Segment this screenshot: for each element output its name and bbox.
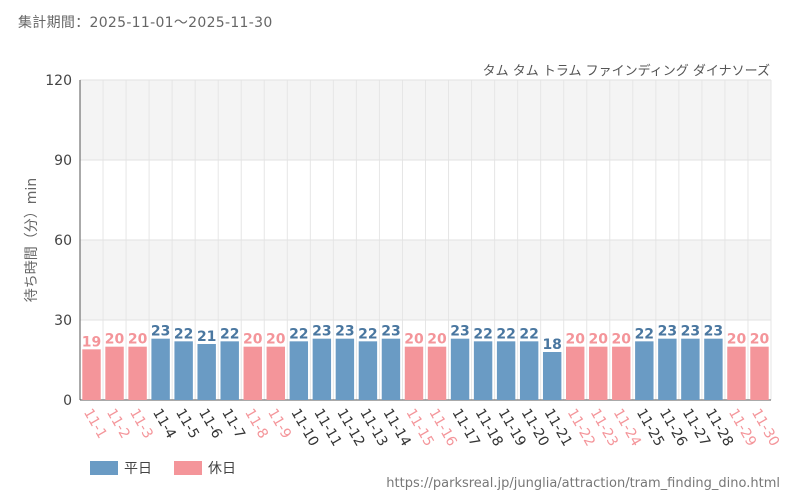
bar: [681, 338, 700, 400]
data-label: 20: [243, 332, 263, 348]
x-tick-label: 11-3: [126, 406, 156, 442]
data-label: 20: [128, 332, 148, 348]
bar: [243, 346, 262, 400]
bar: [727, 346, 746, 400]
data-label: 20: [727, 332, 747, 348]
bar: [82, 349, 101, 400]
bar: [312, 338, 332, 400]
bar: [542, 352, 562, 400]
bar: [450, 338, 470, 400]
bar: [381, 338, 401, 400]
bar: [496, 341, 516, 400]
data-label: 23: [450, 324, 469, 340]
data-label: 22: [496, 326, 515, 342]
bar: [151, 338, 170, 400]
x-tick-label: 11-6: [195, 406, 225, 442]
legend-item-weekday: 平日: [90, 458, 152, 478]
x-tick-label: 11-9: [264, 406, 294, 442]
data-label: 23: [704, 324, 723, 340]
data-label: 22: [220, 326, 239, 342]
legend: 平日 休日: [90, 458, 236, 478]
bar: [358, 341, 378, 400]
plot-area: 0 30 60 90 120 待ち時間（分）min 19 11-1 20 11-2 20 11-3 23…: [24, 73, 782, 449]
bar: [658, 338, 677, 400]
bar: [750, 346, 769, 400]
data-label: 22: [519, 326, 538, 342]
y-tick-label: 30: [54, 313, 72, 329]
bar: [220, 341, 239, 400]
data-label: 22: [174, 326, 193, 342]
x-tick-label: 11-5: [172, 406, 202, 442]
bar: [704, 338, 723, 400]
data-label: 22: [358, 326, 377, 342]
data-label: 19: [82, 334, 101, 350]
bar: [427, 346, 447, 400]
x-tick-label: 11-1: [80, 406, 110, 442]
data-label: 22: [473, 326, 492, 342]
data-label: 23: [312, 324, 331, 340]
bar: [612, 346, 631, 400]
bar: [635, 341, 654, 400]
data-label: 20: [565, 332, 585, 348]
bar: [197, 344, 216, 400]
legend-swatch-holiday: [174, 461, 202, 475]
bar: [128, 346, 147, 400]
data-label: 20: [105, 332, 125, 348]
bar: [473, 341, 493, 400]
data-label: 22: [289, 326, 308, 342]
data-label: 20: [750, 332, 770, 348]
x-tick-label: 11-7: [218, 406, 248, 442]
y-tick-label: 120: [45, 73, 72, 89]
data-label: 23: [335, 324, 354, 340]
y-tick-label: 0: [63, 393, 72, 409]
y-tick-label: 60: [54, 233, 72, 249]
legend-item-holiday: 休日: [174, 458, 236, 478]
bar: [289, 341, 309, 400]
bar: [589, 346, 608, 400]
bar: [105, 346, 124, 400]
data-label: 20: [612, 332, 632, 348]
y-axis-label: 待ち時間（分）min: [24, 178, 40, 302]
data-label: 20: [404, 332, 424, 348]
data-label: 20: [589, 332, 609, 348]
data-label: 18: [542, 337, 561, 353]
legend-label-holiday: 休日: [208, 461, 236, 477]
bar: [566, 346, 585, 400]
legend-swatch-weekday: [90, 461, 118, 475]
data-label: 22: [635, 326, 654, 342]
data-label: 20: [266, 332, 286, 348]
attraction-name: タム タム トラム ファインディング ダイナソーズ: [482, 64, 770, 79]
x-tick-label: 11-4: [149, 406, 179, 442]
x-tick-label: 11-2: [103, 406, 133, 442]
source-url: https://parksreal.jp/junglia/attraction/…: [386, 476, 780, 491]
legend-label-weekday: 平日: [124, 461, 152, 477]
bar: [335, 338, 355, 400]
bar: [404, 346, 424, 400]
bar: [519, 341, 539, 400]
bar: [174, 341, 193, 400]
y-tick-label: 90: [54, 153, 72, 169]
data-label: 23: [381, 324, 400, 340]
data-label: 23: [681, 324, 700, 340]
data-label: 20: [427, 332, 447, 348]
x-tick-label: 11-8: [241, 406, 271, 442]
period-label: 集計期間：2025-11-01〜2025-11-30: [18, 15, 273, 31]
data-label: 21: [197, 329, 216, 345]
data-label: 23: [151, 324, 170, 340]
bar: [266, 346, 285, 400]
data-label: 23: [658, 324, 677, 340]
